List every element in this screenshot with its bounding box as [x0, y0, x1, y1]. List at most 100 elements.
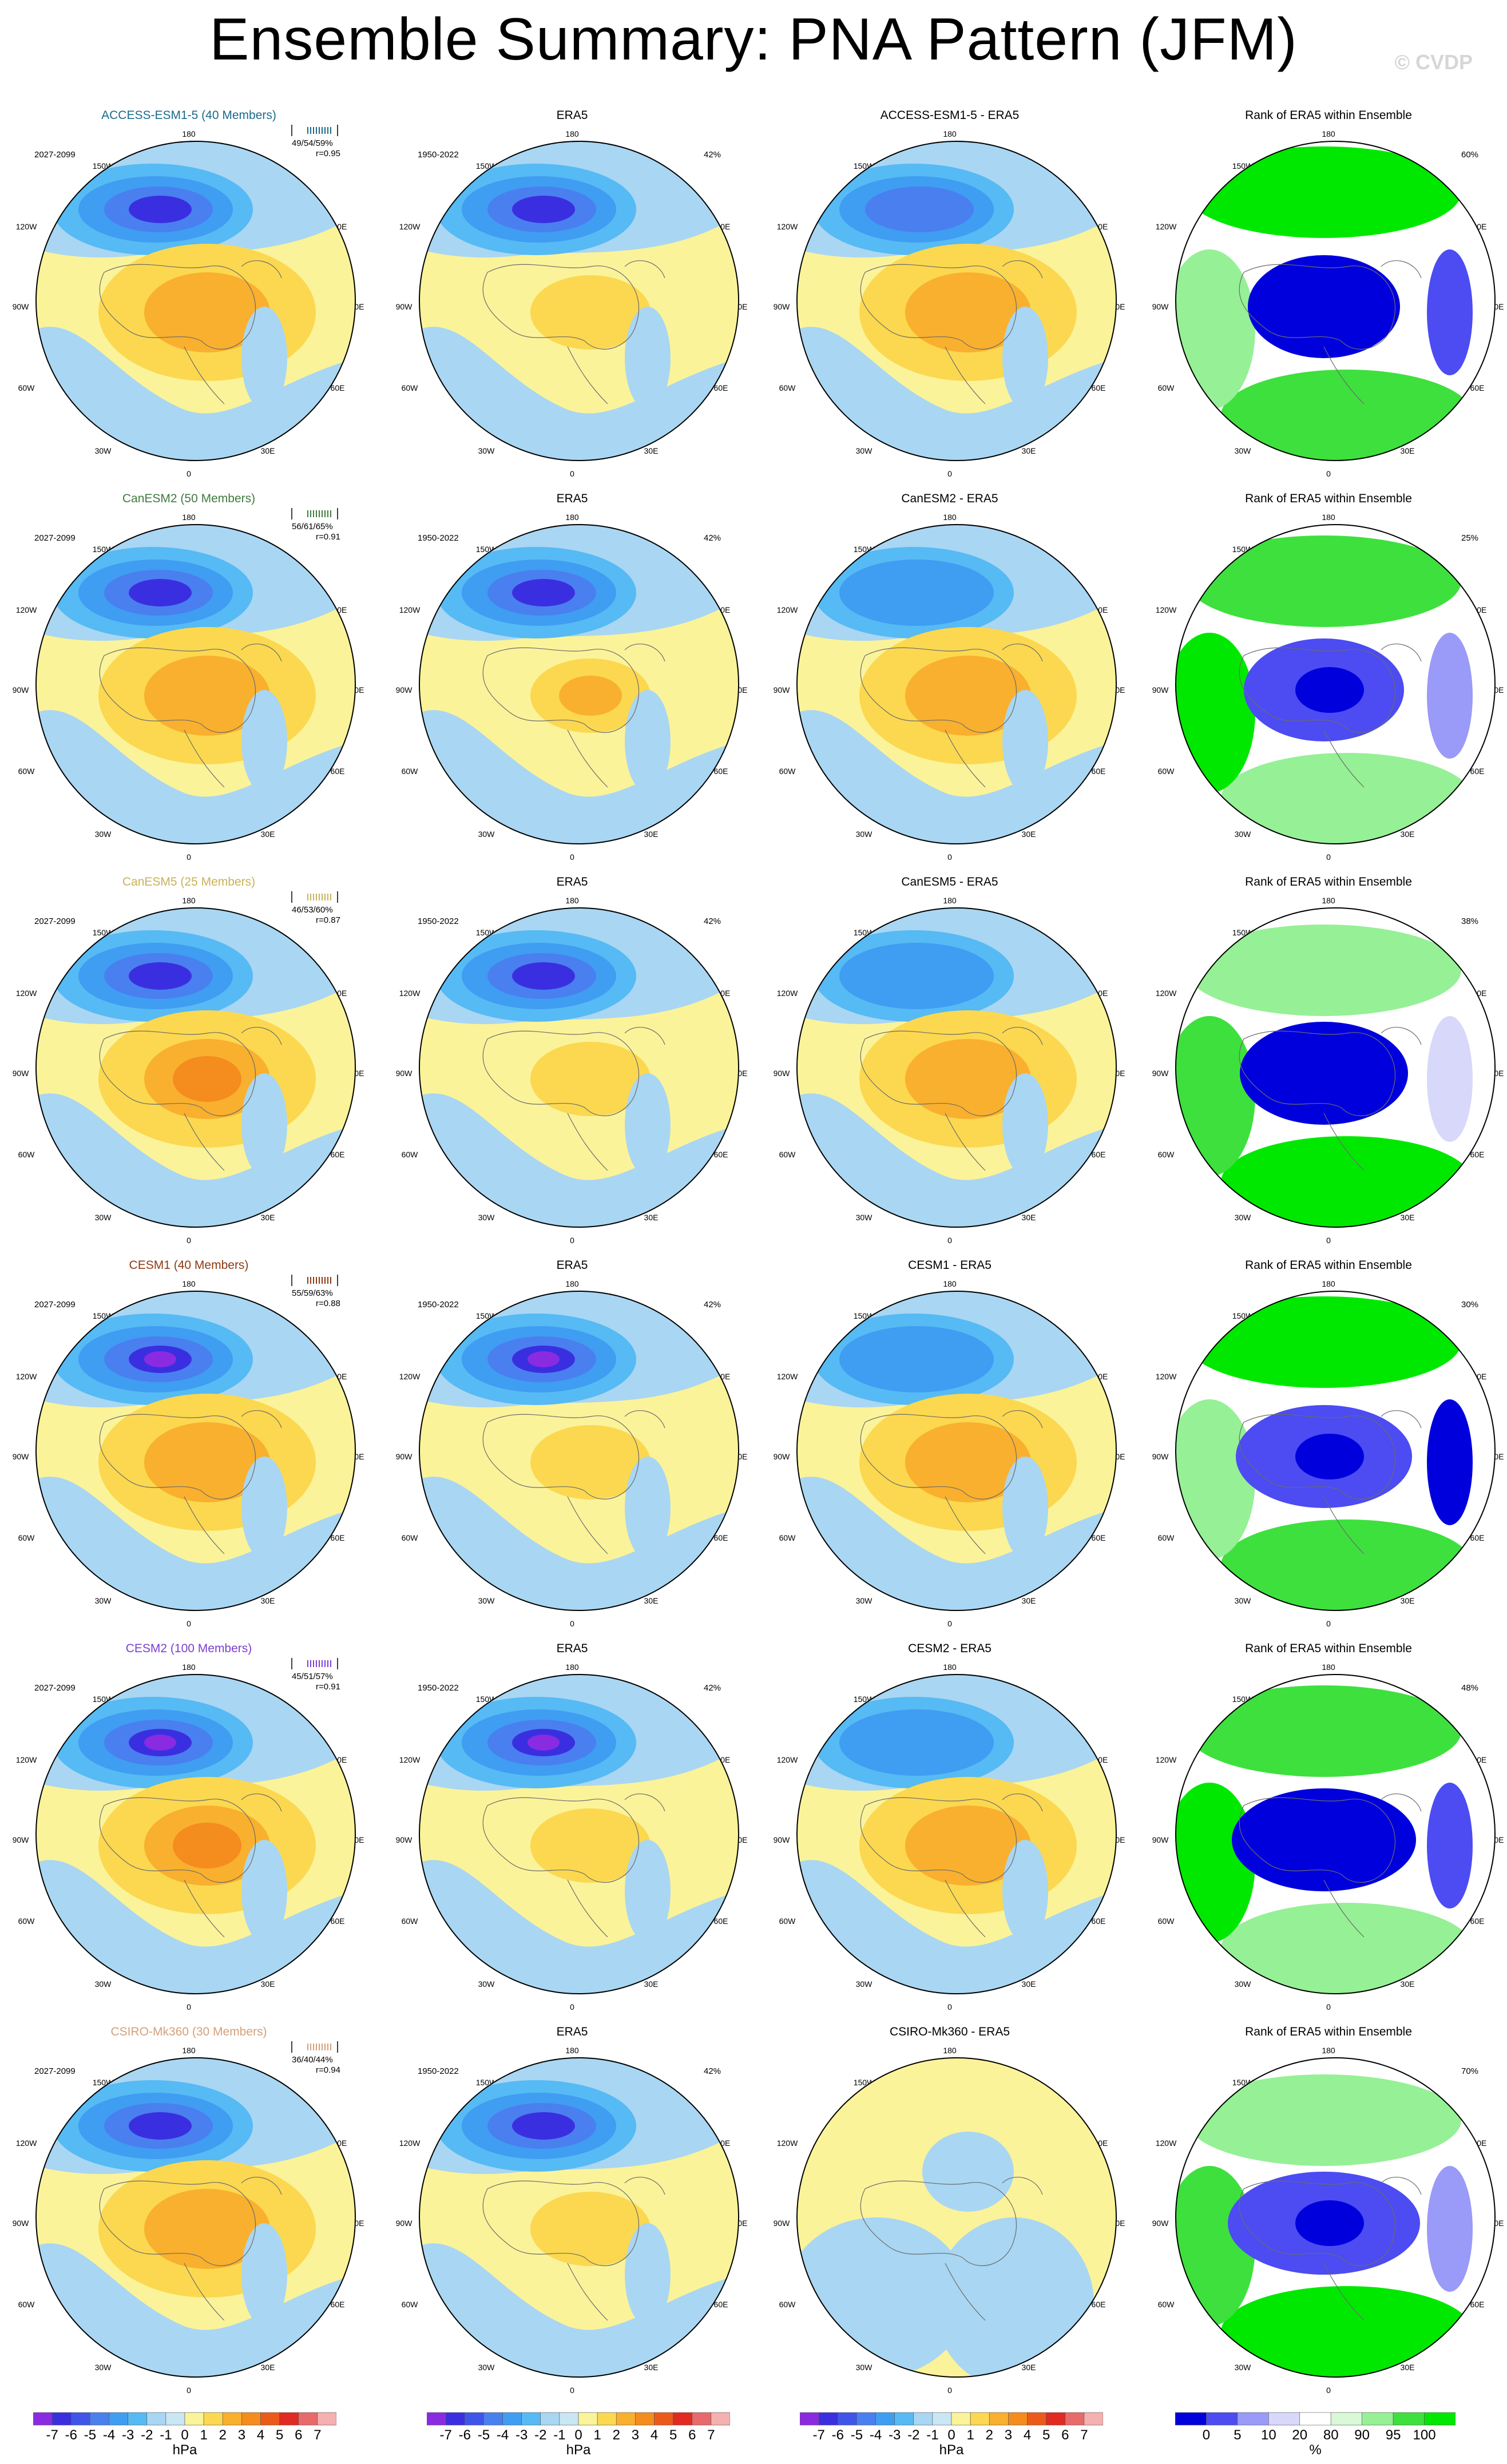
colorbar-swatch [711, 2412, 730, 2426]
rank-polar-map [1175, 524, 1496, 844]
colorbar-tick-label: 10 [1260, 2427, 1276, 2443]
colorbar-tick-label: -1 [160, 2427, 172, 2443]
ensemble-spread-glyph [291, 891, 338, 903]
lon-label-lr: 30E [1021, 830, 1036, 839]
lon-label-lr: 30E [644, 446, 659, 455]
panel-obs-cesm2: ERA51800150W150E120W120E90W90E60W60E30W3… [396, 1642, 748, 2011]
variance-stats: 49/54/59% [292, 138, 333, 148]
lon-label-ulm: 120W [776, 222, 798, 231]
colorbar-swatch [692, 2412, 712, 2426]
lon-label-llm: 60W [1157, 2300, 1175, 2309]
lon-label-lrm: 60E [713, 767, 728, 776]
lon-label-ulm: 120W [776, 989, 798, 998]
lon-label-lrm: 60E [713, 1150, 728, 1159]
period-label: 2027-2099 [34, 150, 76, 160]
colorbar-tick-label: -6 [831, 2427, 844, 2443]
lon-label-ll: 30W [478, 2363, 495, 2372]
slp-polar-map [419, 907, 739, 1228]
lon-label-lr: 30E [1400, 1979, 1415, 1989]
lon-label-llm: 60W [1157, 1150, 1175, 1159]
lon-label-top: 180 [1322, 1279, 1335, 1288]
panel-rank-canesm5: Rank of ERA5 within Ensemble1800150W150E… [1152, 875, 1504, 1245]
lon-label-lrm: 60E [713, 2300, 728, 2309]
lon-label-left: 90W [12, 1835, 29, 1844]
colorbar-swatch [109, 2412, 128, 2426]
lon-label-left: 90W [1152, 2219, 1169, 2228]
lon-label-ll: 30W [1234, 830, 1251, 839]
colorbar-swatch [913, 2412, 933, 2426]
panel-model-cesm1: CESM1 (40 Members)1800150W150E120W120E90… [13, 1259, 364, 1628]
panel-model-canesm2: CanESM2 (50 Members)1800150W150E120W120E… [13, 492, 364, 862]
colorbar-tick-label: -6 [65, 2427, 77, 2443]
page-title: Ensemble Summary: PNA Pattern (JFM) [209, 6, 1298, 73]
colorbar-swatches [800, 2412, 1103, 2426]
lon-label-bottom: 0 [1326, 1236, 1331, 1245]
lon-label-ulm: 120W [399, 2138, 421, 2148]
lon-label-bottom: 0 [187, 1619, 191, 1628]
colorbar-swatches [427, 2412, 730, 2426]
colorbar-tick-label: 4 [1023, 2427, 1032, 2443]
colorbar-tick-label: -3 [121, 2427, 134, 2443]
lon-label-lr: 30E [1021, 1979, 1036, 1989]
colorbar-swatch [970, 2412, 990, 2426]
lon-label-llm: 60W [1157, 383, 1175, 392]
lon-label-lrm: 60E [1470, 1150, 1485, 1159]
lon-label-bottom: 0 [570, 2002, 574, 2011]
lon-label-left: 90W [1152, 1452, 1169, 1461]
colorbar-swatch [203, 2412, 223, 2426]
panel-title: CESM2 (100 Members) [125, 1642, 252, 1655]
lon-label-lr: 30E [1400, 2363, 1415, 2372]
ensemble-spread-glyph [291, 1658, 338, 1669]
lon-label-ll: 30W [94, 830, 112, 839]
lon-label-bottom: 0 [947, 469, 952, 478]
colorbar-tick-label: -7 [812, 2427, 825, 2443]
lon-label-llm: 60W [401, 1533, 418, 1542]
lon-label-bottom: 0 [947, 852, 952, 862]
lon-label-left: 90W [12, 685, 29, 695]
lon-label-ll: 30W [855, 1979, 873, 1989]
lon-label-top: 180 [182, 2046, 196, 2055]
colorbar-tick-label: 2 [219, 2427, 227, 2443]
lon-label-top: 180 [943, 513, 957, 522]
lon-label-left: 90W [773, 2219, 790, 2228]
period-label: 1950-2022 [418, 2066, 459, 2076]
lon-label-llm: 60W [18, 767, 35, 776]
slp-polar-map [796, 1674, 1117, 1994]
colorbar-tick-label: -2 [141, 2427, 153, 2443]
colorbar-swatch [1268, 2412, 1300, 2426]
lon-label-bottom: 0 [570, 1236, 574, 1245]
lon-label-lr: 30E [1021, 2363, 1036, 2372]
colorbar-tick-label: 3 [1004, 2427, 1013, 2443]
colorbar-tick-label: 1 [200, 2427, 208, 2443]
lon-label-lrm: 60E [330, 1533, 345, 1542]
lon-label-top: 180 [1322, 2046, 1335, 2055]
colorbar-tick-label: 20 [1292, 2427, 1308, 2443]
lon-label-lr: 30E [1400, 1213, 1415, 1222]
slp-polar-map [419, 524, 739, 844]
lon-label-llm: 60W [1157, 767, 1175, 776]
lon-label-lr: 30E [260, 2363, 275, 2372]
obs-variance-pct: 42% [704, 1300, 721, 1310]
lon-label-lr: 30E [644, 2363, 659, 2372]
lon-label-lrm: 60E [330, 383, 345, 392]
period-label: 2027-2099 [34, 1300, 76, 1310]
lon-label-llm: 60W [401, 2300, 418, 2309]
lon-label-ll: 30W [94, 1213, 112, 1222]
lon-label-left: 90W [773, 685, 790, 695]
colorbar-tick-label: -2 [534, 2427, 547, 2443]
slp-polar-map [35, 1291, 356, 1611]
lon-label-llm: 60W [401, 1917, 418, 1926]
panel-title: ERA5 [556, 492, 588, 505]
colorbar-tick-label: 4 [256, 2427, 265, 2443]
lon-label-ll: 30W [855, 830, 873, 839]
colorbar-tick-label: -6 [458, 2427, 471, 2443]
lon-label-llm: 60W [18, 1533, 35, 1542]
lon-label-lrm: 60E [1091, 1533, 1106, 1542]
colorbar-swatch [989, 2412, 1009, 2426]
lon-label-ulm: 120W [15, 222, 37, 231]
colorbar-swatch [1206, 2412, 1238, 2426]
panel-title: CanESM2 (50 Members) [122, 492, 256, 505]
panel-diff-csiro-mk360: CSIRO-Mk360 - ERA51800150W150E120W120E90… [774, 2025, 1125, 2395]
lon-label-bottom: 0 [187, 852, 191, 862]
lon-label-ulm: 120W [776, 1755, 798, 1764]
